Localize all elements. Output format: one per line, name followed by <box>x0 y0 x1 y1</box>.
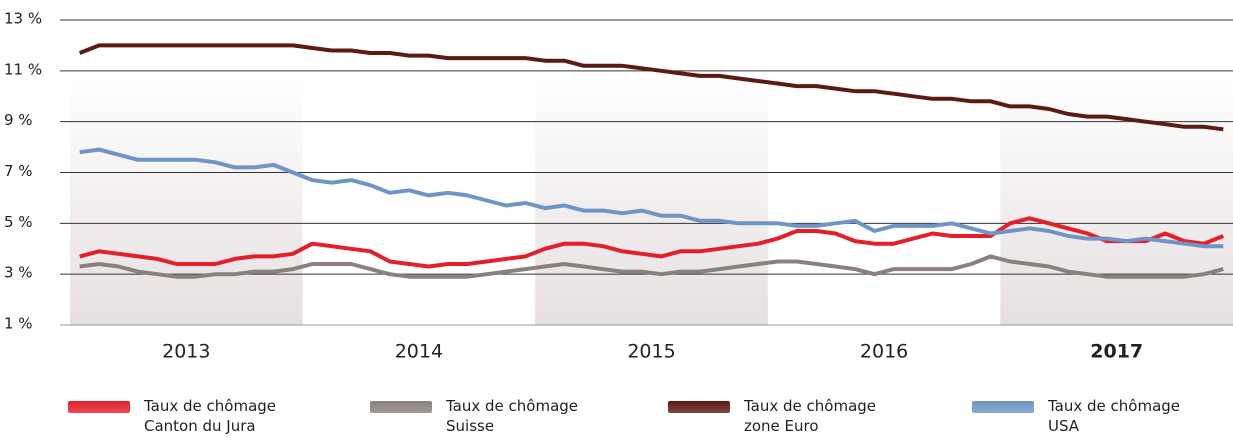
y-tick-label: 7 % <box>4 162 33 180</box>
legend-item: Taux de chômage Canton du Jura <box>68 396 276 436</box>
x-tick-label: 2016 <box>860 341 908 363</box>
legend-item: Taux de chômage zone Euro <box>668 396 876 436</box>
legend-swatch <box>972 401 1034 413</box>
legend-swatch <box>668 401 730 413</box>
line-series <box>79 147 1224 249</box>
line-series <box>79 254 1224 279</box>
x-tick-label: 2014 <box>395 341 443 363</box>
legend-label: Taux de chômage Canton du Jura <box>144 397 277 435</box>
legend-item: Taux de chômage USA <box>972 396 1180 436</box>
y-tick-label: 9 % <box>4 111 33 129</box>
y-tick-label: 13 % <box>4 10 42 28</box>
legend-swatch <box>370 401 432 413</box>
year-band <box>535 75 768 325</box>
y-tick-label: 11 % <box>4 60 42 78</box>
legend-label: Taux de chômage zone Euro <box>744 397 877 435</box>
year-band <box>1000 75 1233 325</box>
year-bands <box>70 75 1233 325</box>
x-tick-label: 2015 <box>627 341 675 363</box>
x-tick-label: 2013 <box>162 341 210 363</box>
year-band <box>70 75 303 325</box>
legend-item: Taux de chômage Suisse <box>370 396 578 436</box>
y-tick-label: 3 % <box>4 264 33 282</box>
y-tick-label: 5 % <box>4 213 33 231</box>
legend-label: Taux de chômage USA <box>1048 397 1181 435</box>
legend-swatch <box>68 401 130 413</box>
x-tick-label: 2017 <box>1090 341 1143 363</box>
line-series <box>79 216 1225 269</box>
chart: 1 % 3 % 5 % 7 % 9 % 11 % 13 % 2013 2014 2015 2016 2… <box>4 10 1233 363</box>
y-tick-label: 1 % <box>4 315 33 333</box>
line-series <box>78 43 1224 132</box>
legend-label: Taux de chômage Suisse <box>446 397 579 435</box>
